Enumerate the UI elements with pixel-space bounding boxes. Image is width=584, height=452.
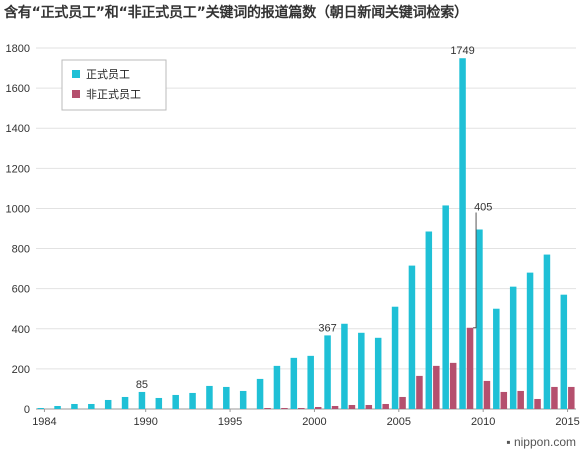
data-label: 405 [474, 201, 492, 213]
source-credit: ▪ nippon.com [506, 435, 576, 449]
bar-regular [408, 265, 416, 409]
bar-nonregular [534, 398, 541, 409]
bar-nonregular [331, 405, 339, 409]
legend-swatch [72, 90, 80, 98]
bar-regular [307, 355, 314, 409]
bar-nonregular [500, 391, 508, 409]
bar-regular [138, 391, 146, 409]
y-tick-label: 1000 [6, 203, 30, 215]
bar-nonregular [517, 390, 524, 409]
x-tick-label: 1995 [218, 416, 242, 428]
bar-nonregular [365, 404, 373, 409]
bar-regular [509, 286, 517, 409]
bar-nonregular [449, 362, 457, 409]
y-tick-label: 800 [12, 244, 30, 256]
bar-regular [88, 403, 95, 409]
data-label: 85 [136, 379, 148, 391]
legend-label: 非正式员工 [86, 88, 141, 101]
bar-nonregular [416, 375, 423, 409]
data-label: 367 [318, 322, 336, 334]
bar-nonregular [348, 404, 356, 409]
bar-nonregular [314, 406, 322, 409]
bar-regular [560, 294, 568, 409]
bar-regular [425, 231, 433, 409]
bar-regular [391, 306, 399, 409]
y-tick-label: 0 [24, 404, 30, 416]
credit-icon: ▪ [506, 435, 514, 449]
bar-nonregular [298, 407, 305, 409]
bar-nonregular [399, 396, 406, 409]
x-tick-label: 2015 [555, 416, 579, 428]
x-tick-label: 1990 [133, 416, 157, 428]
bar-regular [526, 272, 534, 409]
bar-regular [273, 365, 281, 409]
x-tick-label: 2005 [387, 416, 411, 428]
credit-text: nippon.com [513, 435, 576, 449]
bar-regular [374, 337, 382, 409]
y-tick-label: 1200 [6, 163, 30, 175]
bar-regular [459, 58, 466, 409]
bar-regular [476, 229, 483, 409]
bar-regular [189, 392, 196, 409]
bar-regular [358, 332, 365, 409]
y-tick-label: 600 [12, 284, 30, 296]
legend-swatch [72, 70, 80, 78]
bar-regular [37, 407, 44, 409]
bar-regular [155, 397, 163, 409]
bar-regular [324, 335, 331, 409]
bar-regular [121, 396, 129, 409]
legend-box [61, 59, 167, 111]
bar-regular [543, 254, 551, 409]
y-tick-label: 200 [12, 364, 30, 376]
bar-regular [493, 308, 500, 409]
y-tick-label: 1600 [6, 83, 30, 95]
y-tick-label: 1400 [6, 123, 30, 135]
bar-regular [104, 399, 112, 409]
x-tick-label: 2010 [471, 416, 495, 428]
x-tick-label: 1984 [32, 416, 56, 428]
bar-regular [256, 378, 264, 409]
y-tick-label: 400 [12, 324, 30, 336]
bar-nonregular [568, 386, 575, 409]
bar-nonregular [264, 407, 271, 409]
bar-regular [206, 385, 213, 409]
bar-nonregular [483, 380, 491, 409]
bar-nonregular [382, 403, 389, 409]
annotation-leader-line [473, 212, 477, 329]
bar-regular [341, 323, 348, 409]
bar-nonregular [551, 386, 558, 409]
chart-title: 含有“正式员工”和“非正式员工”关键词的报道篇数（朝日新闻关键词检索） [4, 5, 468, 21]
data-label: 1749 [450, 45, 474, 57]
bar-regular [239, 390, 247, 409]
bar-regular [172, 394, 179, 409]
bar-regular [442, 205, 449, 409]
y-tick-label: 1800 [6, 43, 30, 55]
bar-regular [71, 403, 78, 409]
bar-regular [54, 405, 61, 409]
bar-nonregular [281, 407, 288, 409]
bar-regular [290, 357, 298, 409]
bar-nonregular [433, 365, 440, 409]
bar-regular [223, 386, 230, 409]
bar-nonregular [466, 327, 474, 409]
x-tick-label: 2000 [302, 416, 326, 428]
legend-label: 正式员工 [86, 68, 130, 81]
